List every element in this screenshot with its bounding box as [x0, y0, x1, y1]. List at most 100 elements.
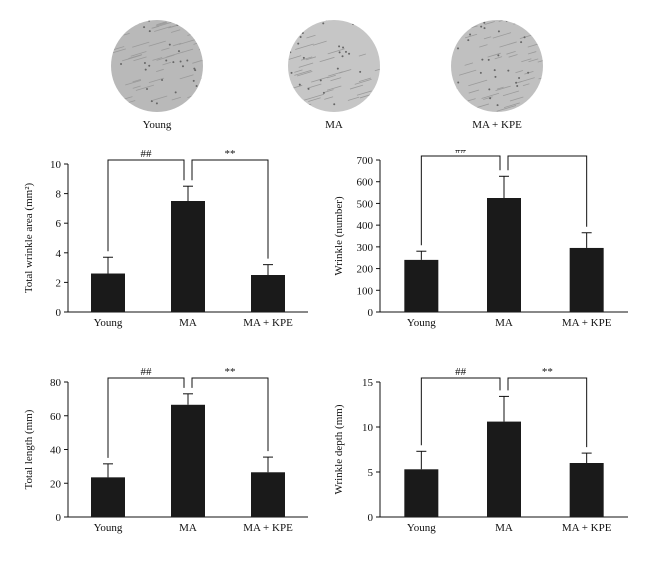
replica-crease [498, 20, 505, 22]
bar [404, 469, 439, 517]
replica-crease [305, 56, 317, 61]
replica-crease [358, 53, 366, 57]
replica-crease [366, 21, 380, 27]
replica-pore [289, 51, 292, 54]
replica-pore [338, 45, 341, 48]
replica-pore [515, 81, 518, 84]
replica-crease [330, 77, 342, 82]
replica-pore [483, 21, 486, 24]
x-category-label: MA [179, 522, 197, 534]
replica-pore [518, 77, 521, 80]
replica-crease [375, 26, 380, 29]
replica-crease [468, 89, 480, 94]
replica-crease [125, 79, 142, 86]
y-tick-label: 0 [56, 512, 62, 524]
replica-pore [455, 87, 458, 90]
replica-crease [527, 21, 537, 25]
replica-pore [322, 91, 325, 94]
replica-pore [516, 85, 519, 88]
x-category-label: MA + KPE [562, 522, 612, 534]
y-tick-label: 4 [56, 248, 62, 260]
replica-pore [469, 23, 472, 26]
replica-pore [344, 50, 347, 53]
y-axis-label: Wrinkle depth (mm) [333, 404, 345, 494]
replica-pore [198, 100, 201, 103]
replica-crease [111, 48, 126, 54]
replica-crease [526, 100, 542, 106]
replica-crease [156, 54, 175, 61]
replica-pore [177, 50, 180, 53]
replica-crease [319, 56, 335, 63]
replica-pore [376, 84, 379, 87]
bar [171, 404, 205, 517]
x-category-label: MA + KPE [243, 317, 293, 329]
replica-crease [503, 102, 520, 108]
bar [487, 421, 521, 517]
replica-crease [291, 84, 303, 89]
replica-pore [469, 33, 472, 36]
replica-pore [307, 87, 310, 90]
replica-crease [372, 106, 380, 110]
replica-pore [148, 20, 151, 22]
bar [569, 463, 604, 517]
replica-pore [193, 67, 196, 70]
significance-bracket [191, 159, 269, 259]
x-category-label: Young [407, 317, 436, 329]
total-wrinkle-area-chart: 0 2 4 6 8 10 Total wrinkle area (mm²) Young MA MA… [23, 150, 308, 329]
replica-pore [364, 110, 367, 112]
replica-pore [454, 89, 457, 92]
replica-crease [492, 32, 512, 39]
replica-pore [294, 27, 297, 30]
replica-texture [111, 20, 203, 112]
replica-pore [297, 42, 300, 45]
x-category-label: MA [179, 317, 197, 329]
replica-crease [528, 58, 539, 63]
replica-crease [327, 71, 343, 77]
replica-pore [497, 30, 500, 33]
replica-pore [479, 71, 482, 74]
y-tick-label: 10 [50, 159, 62, 171]
replica-crease [349, 84, 364, 90]
replica-crease [288, 55, 302, 60]
replica-crease [308, 97, 321, 102]
replica-pore [148, 64, 151, 67]
replica-crease [327, 48, 345, 55]
replica-crease [527, 51, 537, 55]
y-tick-label: 5 [368, 467, 374, 479]
replica-crease [376, 109, 380, 112]
x-category-label: MA + KPE [243, 522, 293, 534]
replica-crease [156, 21, 167, 26]
replica-crease [161, 47, 170, 51]
replica-crease [481, 92, 500, 99]
replica-crease [148, 40, 166, 47]
replica-crease [294, 69, 312, 76]
y-tick-label: 80 [50, 377, 62, 389]
replica-pore [176, 23, 179, 26]
replica-pore [181, 65, 184, 68]
replica-crease [123, 32, 130, 36]
replica-crease [356, 90, 372, 96]
skin-replica-ma-image [288, 20, 380, 112]
skin-replica-young-image [111, 20, 203, 112]
x-category-label: MA + KPE [562, 317, 612, 329]
replica-crease [133, 56, 147, 62]
replica-crease [467, 98, 476, 102]
y-tick-label: 2 [56, 277, 62, 289]
replica-crease [506, 51, 516, 55]
significance-bracket [420, 155, 501, 246]
replica-pore [144, 68, 147, 71]
significance-bracket [507, 377, 588, 448]
replica-pore [496, 104, 499, 107]
replica-pore [488, 88, 491, 91]
replica-crease [521, 58, 532, 63]
replica-pore [341, 55, 344, 58]
replica-crease [354, 78, 372, 85]
replica-crease [327, 74, 336, 79]
significance-label: ## [455, 150, 467, 156]
replica-crease [464, 62, 474, 66]
y-tick-label: 700 [357, 155, 374, 167]
replica-pore [342, 46, 345, 49]
y-tick-label: 8 [56, 189, 62, 201]
replica-pore [505, 20, 508, 22]
replica-pore [150, 100, 153, 103]
